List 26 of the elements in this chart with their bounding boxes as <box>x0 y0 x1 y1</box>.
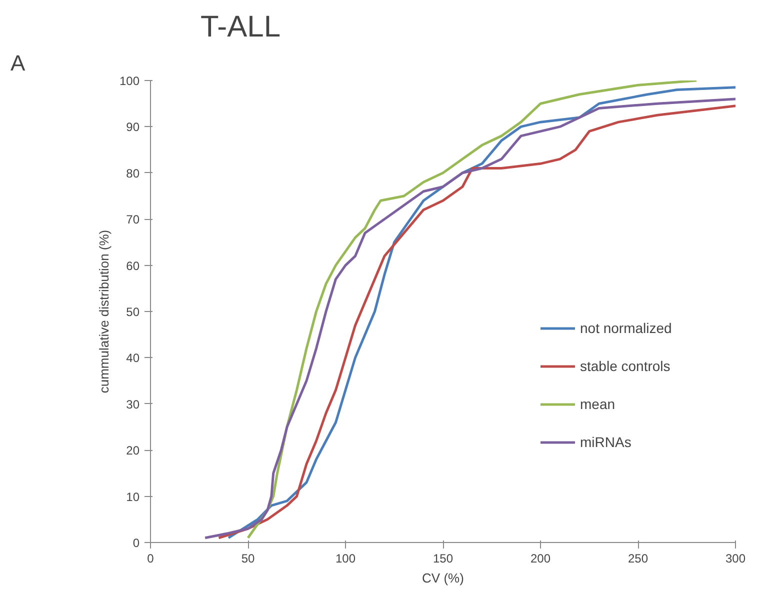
x-tick-label: 200 <box>530 552 551 566</box>
y-tick-label: 10 <box>126 490 140 504</box>
x-tick-label: 250 <box>628 552 648 566</box>
y-tick-label: 20 <box>126 444 140 458</box>
y-tick-label: 70 <box>126 212 140 227</box>
y-tick-label: 80 <box>126 166 140 180</box>
y-tick-label: 90 <box>126 120 140 134</box>
y-tick-label: 0 <box>132 536 140 550</box>
x-tick-label: 50 <box>241 552 255 566</box>
y-tick-label: 60 <box>126 258 140 273</box>
x-tick-label: 100 <box>335 552 356 566</box>
y-tick-label: 100 <box>119 74 140 88</box>
x-tick-label: 0 <box>147 552 154 566</box>
legend-label: stable controls <box>580 358 670 374</box>
x-axis-title: CV (%) <box>422 570 464 586</box>
x-tick-label: 150 <box>432 552 454 566</box>
chart-title: T-ALL <box>200 10 281 44</box>
y-tick-label: 40 <box>126 351 140 366</box>
legend-label: not normalized <box>580 320 672 336</box>
legend-label: miRNAs <box>580 434 632 450</box>
x-tick-label: 300 <box>725 552 746 566</box>
y-tick-label: 30 <box>126 397 140 412</box>
y-axis-title: cummulative distribution (%) <box>96 230 112 394</box>
legend-label: mean <box>580 396 616 412</box>
y-tick-label: 50 <box>126 305 140 319</box>
text: A <box>10 50 26 76</box>
